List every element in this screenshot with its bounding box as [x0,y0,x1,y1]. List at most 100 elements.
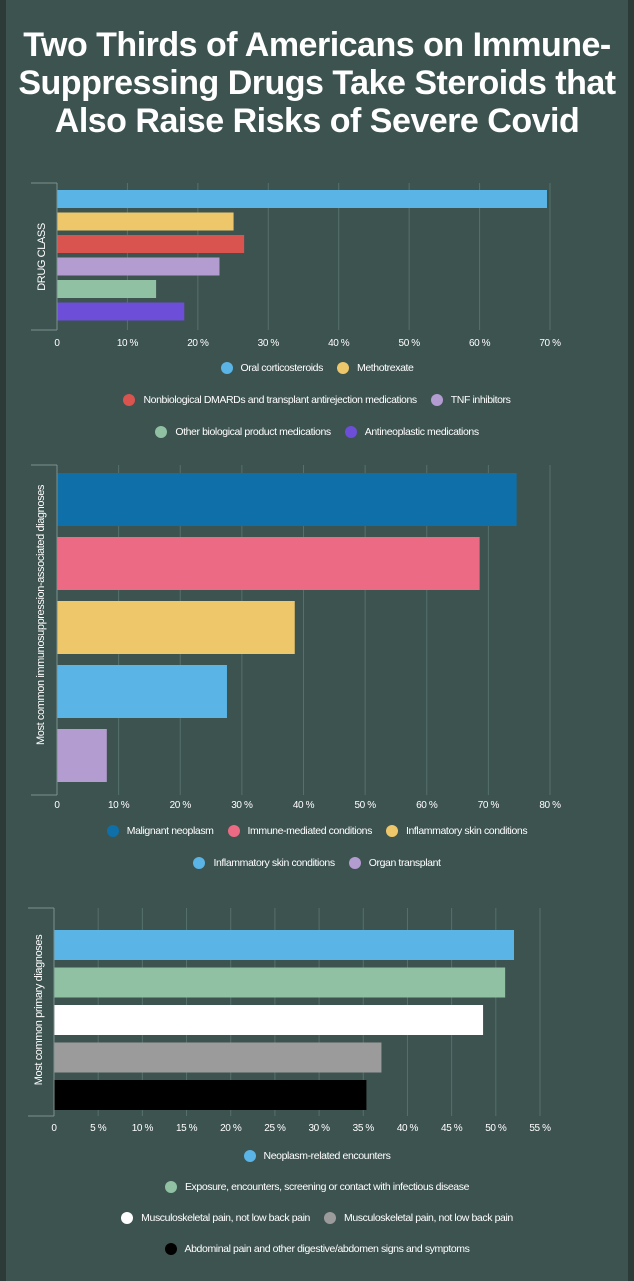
legend-label: Organ transplant [368,857,441,869]
legend-row: Neoplasm-related encounters [0,1150,634,1162]
bar [54,1005,484,1035]
legend-swatch [336,362,349,374]
x-tick-label: 5 % [90,1123,107,1134]
x-tick-label: 40 % [293,800,315,810]
legend-item: Oral corticosteroids [220,362,324,374]
legend-row: Abdominal pain and other digestive/abdom… [0,1243,634,1255]
x-tick-label: 40 % [397,1123,419,1134]
bar [57,257,220,276]
legend-item: Immune-mediated conditions [227,825,373,837]
bar [57,280,157,298]
bar [57,235,245,253]
legend-label: Antineoplastic medications [364,426,479,438]
legend-swatch [123,394,136,406]
legend-label: Neoplasm-related encounters [263,1150,391,1162]
x-tick-label: 30 % [231,800,253,810]
legend-swatch [430,394,443,406]
y-axis-title: DRUG CLASS [36,223,48,291]
legend-item: Abdominal pain and other digestive/abdom… [164,1243,470,1255]
legend-label: Oral corticosteroids [240,362,324,374]
legend-swatch [344,426,357,438]
chart-svg: 0 10 % 20 % 30 % 40 % 50 % 60 % 70 % 80 % Most co… [31,464,561,810]
x-tick-label: 0 [51,1123,57,1134]
x-tick-label: 70 % [539,338,561,349]
primary-diagnoses-chart: 0 5 % 10 % 15 % 20 % 25 % 30 % 35 % 40 % 45 % 50 %… [0,898,634,1143]
legend-label: Exposure, encounters, screening or conta… [184,1181,470,1193]
legend-item: Musculoskeletal pain, not low back pain [324,1212,513,1224]
legend-row: Exposure, encounters, screening or conta… [0,1181,634,1193]
bar [57,729,107,782]
legend-swatch [324,1212,336,1224]
legend-swatch [155,426,168,438]
x-tick-label: 80 % [539,800,561,810]
x-tick-label: 50 % [485,1123,507,1134]
x-tick-label: 0 [54,800,60,810]
x-tick-label: 25 % [264,1123,286,1134]
bar [57,601,295,654]
bar [57,190,547,208]
legend-item: Malignant neoplasm [106,825,214,837]
legend-row: Oral corticosteroids Methotrexate [0,362,634,374]
drug-class-chart: 0 10 % 20 % 30 % 40 % 50 % 60 % 70 % DRUG CLASS [0,165,634,355]
infographic-title: Two Thirds of Americans on Immune-Suppre… [18,26,616,140]
bar [57,665,227,718]
chart-svg: 0 5 % 10 % 15 % 20 % 25 % 30 % 35 % 40 % 45 % 50 %… [28,907,551,1134]
legend-label: Methotrexate [356,362,414,374]
legend-swatch [227,825,240,837]
legend-label: Malignant neoplasm [126,825,214,837]
x-tick-label: 20 % [187,338,209,349]
bar [57,473,517,526]
legend-swatch [385,825,398,837]
x-tick-label: 40 % [328,338,350,349]
legend-label: Abdominal pain and other digestive/abdom… [184,1243,470,1255]
legend-label: Inflammatory skin conditions [405,825,528,837]
legend-swatch [106,825,119,837]
bar [57,212,234,231]
x-tick-label: 0 [54,338,60,349]
legend-label: Musculoskeletal pain, not low back pain [141,1212,310,1224]
legend-swatch [193,857,206,869]
x-tick-label: 45 % [441,1123,463,1134]
bar [54,967,506,998]
legend-row: Inflammatory skin conditions Organ transp… [0,857,634,869]
immunosuppression-diagnoses-chart: 0 10 % 20 % 30 % 40 % 50 % 60 % 70 % 80 % Most co… [0,450,634,810]
legend-item: Other biological product medications [155,426,331,438]
x-tick-label: 55 % [529,1123,551,1134]
x-tick-label: 15 % [176,1123,198,1134]
legend-item: Inflammatory skin conditions [385,825,528,837]
legend-item: Methotrexate [336,362,414,374]
legend-item: Neoplasm-related encounters [243,1150,391,1162]
x-tick-label: 35 % [353,1123,375,1134]
legend-swatch [164,1181,177,1193]
legend-swatch [164,1243,177,1255]
legend-label: Immune-mediated conditions [247,825,373,837]
left-frame [0,0,6,1281]
legend-label: Nonbiological DMARDs and transplant anti… [143,394,417,406]
x-tick-label: 50 % [355,800,377,810]
legend-swatch [220,362,233,374]
legend-item: Organ transplant [348,857,441,869]
x-tick-label: 60 % [416,800,438,810]
bar [57,537,480,590]
legend-label: Inflammatory skin conditions [213,857,335,869]
x-tick-label: 30 % [258,338,280,349]
legend-item: Nonbiological DMARDs and transplant anti… [123,394,417,406]
legend-row: Nonbiological DMARDs and transplant anti… [0,394,634,406]
legend-row: Malignant neoplasm Immune-mediated condit… [0,825,634,837]
legend-label: Musculoskeletal pain, not low back pain [344,1212,513,1224]
bar [54,1080,367,1110]
bar [57,302,185,321]
bar [54,930,514,960]
legend-swatch [348,857,361,869]
legend-swatch [121,1212,134,1224]
legend-swatch [243,1150,256,1162]
y-axis-title: Most common primary diagnoses [33,934,45,1085]
x-tick-label: 50 % [399,338,421,349]
legend-row: Musculoskeletal pain, not low back pain M… [0,1212,634,1224]
legend-item: TNF inhibitors [430,394,511,406]
bar [54,1042,382,1073]
legend-item: Inflammatory skin conditions [193,857,335,869]
legend-label: Other biological product medications [175,426,331,438]
x-tick-label: 70 % [478,800,500,810]
